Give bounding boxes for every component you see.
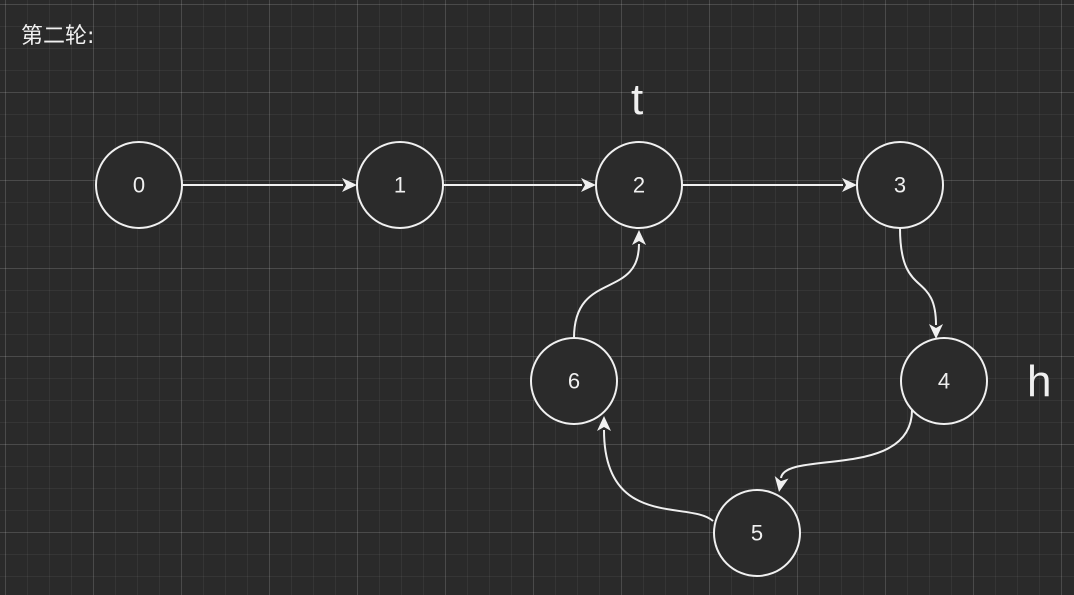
node-label: 2 <box>633 173 645 198</box>
node-6[interactable]: 6 <box>530 337 618 425</box>
node-circle <box>95 141 183 229</box>
node-circle <box>713 489 801 577</box>
pointer-h-label: h <box>1027 357 1052 406</box>
node-circle <box>900 337 988 425</box>
node-label: 6 <box>568 369 580 394</box>
node-1[interactable]: 1 <box>356 141 444 229</box>
arrowhead-icon <box>632 230 646 245</box>
round-title: 第二轮: <box>21 24 95 49</box>
arrowhead-icon <box>342 178 357 192</box>
node-0[interactable]: 0 <box>95 141 183 229</box>
edge-4-to-5 <box>774 409 913 492</box>
node-3[interactable]: 3 <box>856 141 944 229</box>
node-label: 5 <box>751 521 763 546</box>
arrowhead-icon <box>597 416 611 431</box>
edge-line <box>573 243 640 339</box>
edge-1-to-2 <box>443 178 596 192</box>
node-label: 1 <box>394 173 406 198</box>
node-label: 4 <box>938 369 950 394</box>
node-label: 3 <box>894 173 906 198</box>
node-2[interactable]: 2 <box>595 141 683 229</box>
nodes-layer: 0 1 2 3 4 5 6 <box>95 141 988 577</box>
pointer-t-label: t <box>631 75 644 124</box>
node-circle <box>856 141 944 229</box>
edge-0-to-1 <box>182 178 357 192</box>
edge-2-to-3 <box>682 178 857 192</box>
node-circle <box>530 337 618 425</box>
arrowhead-icon <box>581 178 596 192</box>
edges-layer <box>182 178 943 522</box>
node-circle <box>356 141 444 229</box>
arrowhead-icon <box>842 178 857 192</box>
arrowhead-icon <box>774 476 789 492</box>
node-circle <box>595 141 683 229</box>
arrowhead-icon <box>929 324 943 339</box>
edge-3-to-4 <box>899 227 943 339</box>
node-label: 0 <box>133 173 145 198</box>
edge-line <box>899 227 937 326</box>
node-4[interactable]: 4 <box>900 337 988 425</box>
node-5[interactable]: 5 <box>713 489 801 577</box>
edge-5-to-6 <box>597 416 714 522</box>
edge-6-to-2 <box>573 230 646 339</box>
edge-line <box>780 409 913 479</box>
edge-line <box>603 429 714 522</box>
